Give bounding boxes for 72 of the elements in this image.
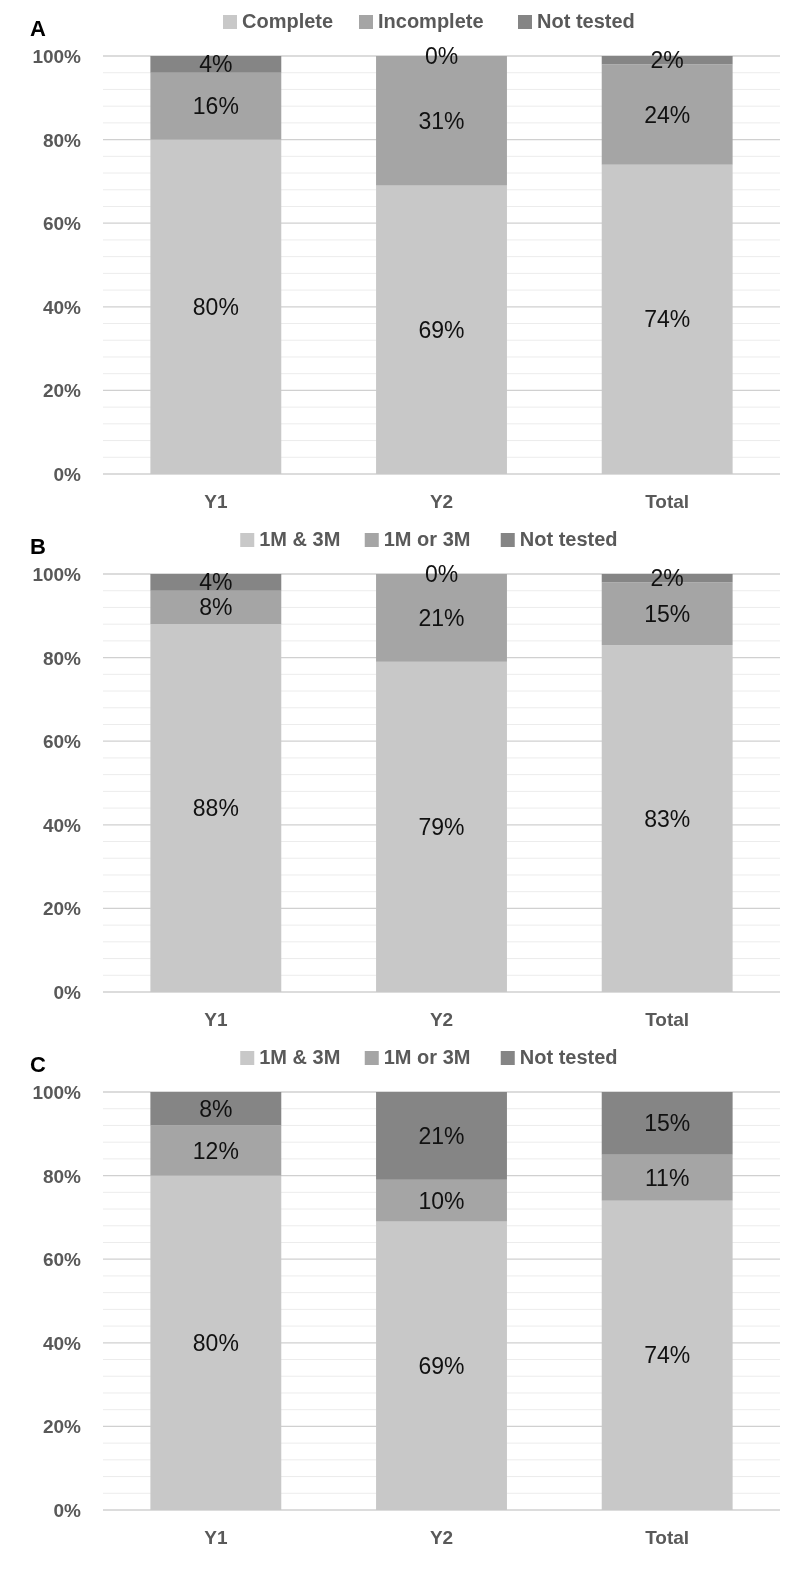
x-tick-label: Y1 [204,1527,228,1548]
y-tick-label: 60% [42,213,82,235]
y-tick-label: 100% [32,46,82,67]
bar [150,590,282,625]
data-label: 15% [644,600,691,627]
y-tick-label: 40% [42,1332,82,1354]
chart-title: B [30,534,46,559]
data-label: 83% [644,805,691,832]
x-tick-label: Y1 [204,491,228,512]
legend-label: 1M & 3M [259,1046,341,1068]
data-label: 79% [418,813,465,840]
legend-label: Not tested [519,1046,618,1068]
data-label: 8% [199,594,233,621]
data-label: 10% [418,1187,465,1214]
legend-label: 1M or 3M [383,528,471,550]
y-tick-label: 20% [42,898,82,920]
y-tick-label: 80% [42,129,82,151]
data-label: 4% [199,51,233,78]
data-label: 24% [644,101,691,128]
data-label: 12% [192,1137,239,1164]
data-label: 21% [418,1122,465,1149]
bar [150,72,282,140]
legend-label: 1M & 3M [259,528,341,550]
bar [601,1092,733,1155]
data-label: 69% [418,316,465,343]
bar [150,1092,282,1126]
data-label: 4% [199,569,233,596]
bar [376,1179,507,1222]
data-label: 11% [645,1164,690,1191]
y-tick-label: 0% [53,982,82,1003]
y-tick-label: 80% [42,1165,82,1187]
y-tick-label: 20% [42,380,82,402]
y-tick-label: 80% [42,647,82,669]
data-label: 88% [192,795,239,822]
x-tick-label: Total [645,491,690,512]
data-label: 69% [418,1352,465,1379]
data-label: 16% [192,93,239,120]
data-label: 80% [192,1329,239,1356]
y-tick-label: 0% [53,1500,82,1521]
data-label: 31% [418,107,465,134]
legend-label: Not tested [537,10,635,32]
legend-label: Not tested [519,528,618,550]
x-tick-label: Total [645,1009,690,1030]
y-tick-label: 40% [42,296,82,318]
y-tick-label: 40% [42,814,82,836]
bar [150,574,282,591]
legend-label: 1M or 3M [383,1046,471,1068]
chart-title: C [30,1052,46,1077]
y-tick-label: 20% [42,1416,82,1438]
data-label: 15% [644,1110,691,1137]
bar [376,1092,507,1180]
data-label: 74% [644,1342,691,1369]
x-tick-label: Y2 [429,1527,454,1548]
bar [150,56,282,73]
bar [150,1125,282,1176]
legend-label: Complete [242,10,334,32]
y-tick-label: 60% [42,1249,82,1271]
x-tick-label: Y2 [429,491,454,512]
data-label: 21% [418,604,465,631]
x-tick-label: Total [645,1527,690,1548]
data-label: 80% [192,293,239,320]
bar [601,1154,733,1201]
y-tick-label: 100% [32,564,82,585]
y-tick-label: 100% [32,1082,82,1103]
x-tick-label: Y2 [429,1009,454,1030]
data-label: 74% [644,306,691,333]
y-tick-label: 0% [53,464,82,485]
legend-label: Incomplete [378,10,484,32]
chart-title: A [30,16,46,41]
data-label: 8% [199,1095,233,1122]
y-tick-label: 60% [42,731,82,753]
x-tick-label: Y1 [204,1009,228,1030]
